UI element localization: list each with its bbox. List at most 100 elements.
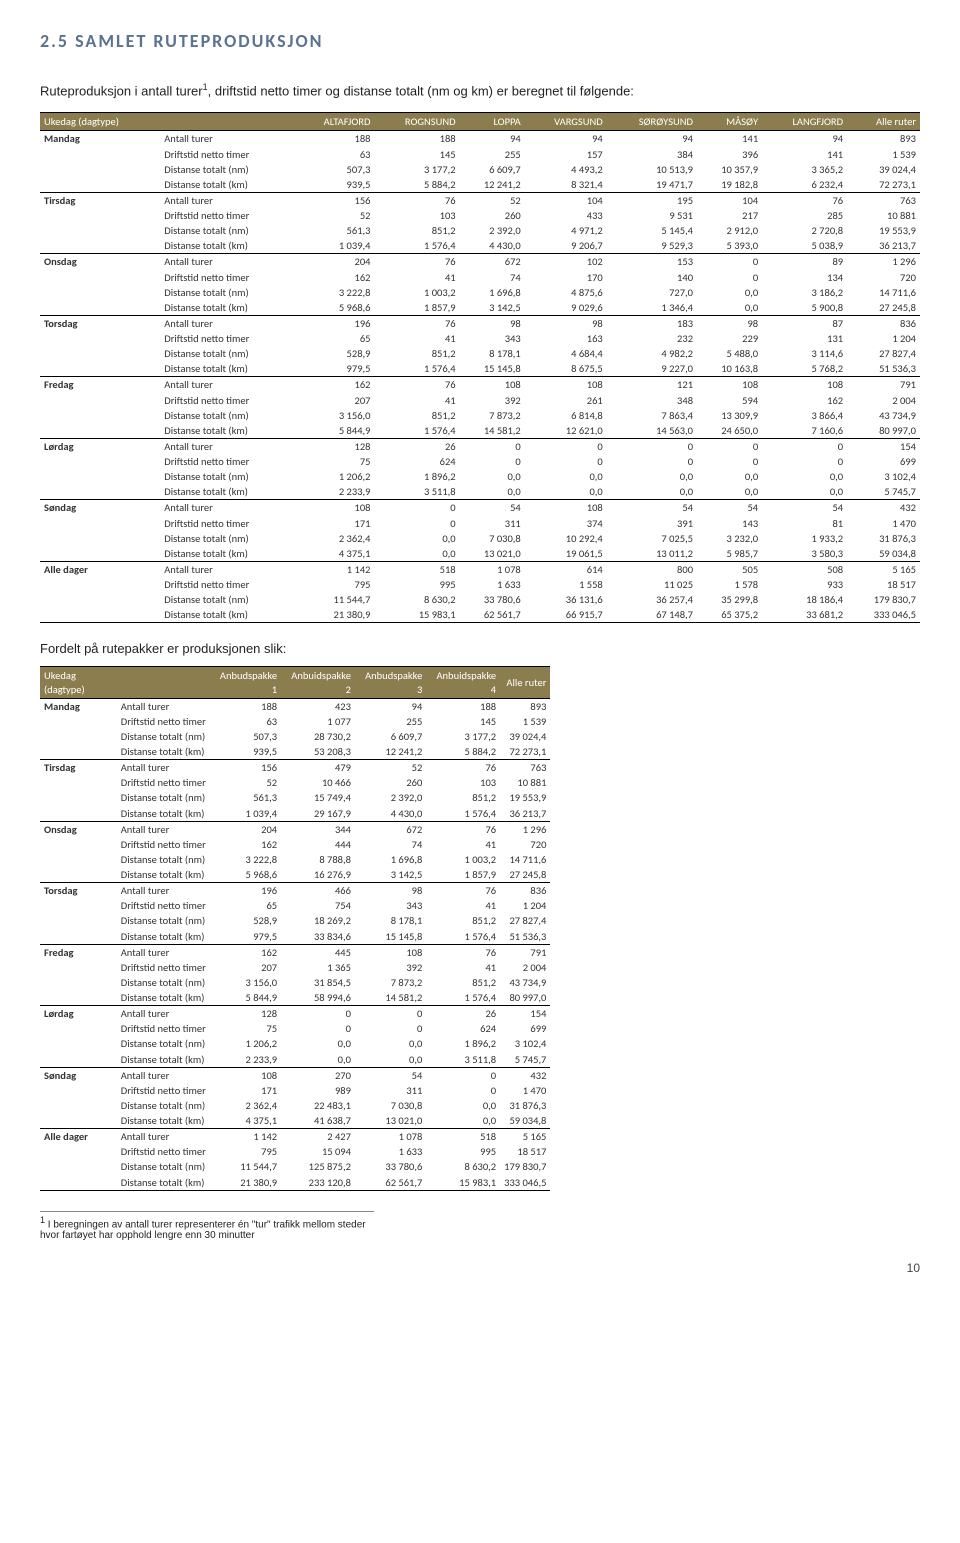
value-cell: 0,0 (697, 285, 762, 300)
value-cell: 0 (607, 454, 697, 469)
value-cell: 162 (762, 393, 847, 408)
metric-cell: Antall turer (117, 1006, 210, 1022)
value-cell: 28 730,2 (281, 729, 355, 744)
day-cell (40, 469, 160, 484)
value-cell: 0 (281, 1006, 355, 1022)
value-cell: 98 (460, 315, 525, 331)
value-cell: 0 (355, 1006, 426, 1022)
day-cell (40, 546, 160, 562)
day-cell (40, 408, 160, 423)
value-cell: 1 206,2 (295, 469, 374, 484)
day-cell (40, 837, 117, 852)
value-cell: 76 (374, 315, 459, 331)
metric-cell: Distanse totalt (km) (160, 546, 295, 562)
day-cell: Torsdag (40, 315, 160, 331)
value-cell: 528,9 (295, 346, 374, 361)
day-cell (40, 361, 160, 377)
value-cell: 1 296 (500, 821, 550, 837)
value-cell: 1 576,4 (374, 423, 459, 439)
value-cell: 108 (525, 500, 607, 516)
col-header: Alle ruter (500, 667, 550, 698)
value-cell: 145 (426, 714, 500, 729)
metric-cell: Driftstid netto timer (117, 1083, 210, 1098)
metric-cell: Antall turer (117, 1129, 210, 1145)
value-cell: 188 (374, 131, 459, 147)
footnote: 1 I beregningen av antall turer represen… (40, 1211, 374, 1241)
value-cell: 163 (525, 331, 607, 346)
value-cell: 18 269,2 (281, 913, 355, 928)
day-cell (40, 867, 117, 883)
value-cell: 108 (355, 944, 426, 960)
value-cell: 8 630,2 (374, 592, 459, 607)
metric-cell: Distanse totalt (nm) (117, 852, 210, 867)
day-cell (40, 775, 117, 790)
value-cell: 0 (426, 1083, 500, 1098)
value-cell: 3 222,8 (210, 852, 281, 867)
value-cell: 989 (281, 1083, 355, 1098)
value-cell: 3 156,0 (295, 408, 374, 423)
day-cell: Onsdag (40, 254, 160, 270)
metric-cell: Driftstid netto timer (117, 1021, 210, 1036)
value-cell: 836 (847, 315, 920, 331)
value-cell: 76 (426, 944, 500, 960)
value-cell: 1 896,2 (426, 1036, 500, 1051)
value-cell: 893 (500, 698, 550, 714)
value-cell: 128 (295, 438, 374, 454)
value-cell: 108 (460, 377, 525, 393)
value-cell: 5 038,9 (762, 238, 847, 254)
value-cell: 19 553,9 (847, 223, 920, 238)
value-cell: 204 (295, 254, 374, 270)
day-cell: Lørdag (40, 438, 160, 454)
value-cell: 343 (460, 331, 525, 346)
metric-cell: Distanse totalt (km) (160, 361, 295, 377)
value-cell: 141 (697, 131, 762, 147)
value-cell: 43 734,9 (847, 408, 920, 423)
value-cell: 396 (697, 147, 762, 162)
value-cell: 207 (295, 393, 374, 408)
metric-cell: Antall turer (117, 1067, 210, 1083)
value-cell: 423 (281, 698, 355, 714)
value-cell: 11 544,7 (295, 592, 374, 607)
metric-cell: Distanse totalt (nm) (117, 729, 210, 744)
value-cell: 108 (525, 377, 607, 393)
value-cell: 995 (426, 1144, 500, 1159)
day-cell (40, 1159, 117, 1174)
footnote-text: I beregningen av antall turer represente… (40, 1219, 366, 1241)
day-cell (40, 714, 117, 729)
metric-cell: Antall turer (117, 821, 210, 837)
value-cell: 31 876,3 (500, 1098, 550, 1113)
metric-cell: Driftstid netto timer (160, 270, 295, 285)
value-cell: 1 470 (847, 516, 920, 531)
value-cell: 5 884,2 (426, 744, 500, 760)
value-cell: 0 (374, 516, 459, 531)
value-cell: 179 830,7 (847, 592, 920, 607)
day-cell (40, 744, 117, 760)
value-cell: 134 (762, 270, 847, 285)
day-cell (40, 331, 160, 346)
value-cell: 27 245,8 (500, 867, 550, 883)
value-cell: 0 (355, 1021, 426, 1036)
value-cell: 41 (426, 837, 500, 852)
value-cell: 0 (426, 1067, 500, 1083)
day-cell: Mandag (40, 131, 160, 147)
value-cell: 5 884,2 (374, 177, 459, 193)
value-cell: 103 (426, 775, 500, 790)
value-cell: 27 827,4 (500, 913, 550, 928)
value-cell: 15 145,8 (355, 929, 426, 945)
value-cell: 41 (426, 960, 500, 975)
metric-cell: Distanse totalt (nm) (117, 790, 210, 805)
value-cell: 0 (697, 270, 762, 285)
day-cell (40, 913, 117, 928)
metric-cell: Distanse totalt (nm) (117, 913, 210, 928)
day-cell (40, 423, 160, 439)
value-cell: 41 638,7 (281, 1113, 355, 1129)
value-cell: 1 078 (460, 561, 525, 577)
metric-cell: Antall turer (160, 315, 295, 331)
day-cell (40, 806, 117, 822)
value-cell: 5 985,7 (697, 546, 762, 562)
value-cell: 15 094 (281, 1144, 355, 1159)
value-cell: 36 213,7 (847, 238, 920, 254)
metric-cell: Driftstid netto timer (160, 516, 295, 531)
col-header: Ukedag (dagtype) (40, 667, 117, 698)
metric-cell: Distanse totalt (nm) (160, 408, 295, 423)
